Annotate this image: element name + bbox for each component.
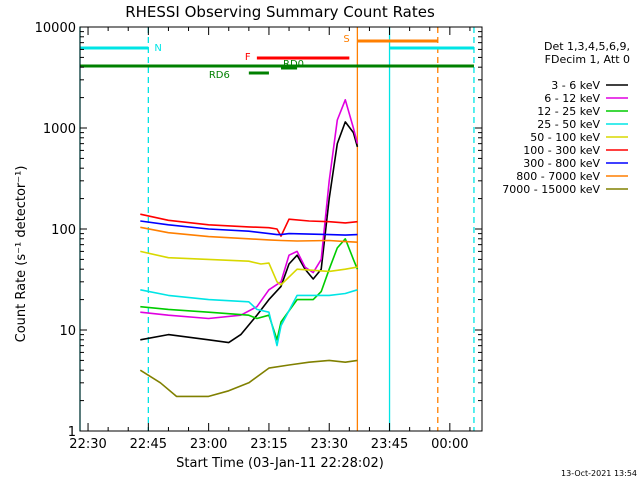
legend-label: 3 - 6 keV bbox=[551, 79, 600, 92]
x-axis-label: Start Time (03-Jan-11 22:28:02) bbox=[176, 456, 384, 471]
flag-label-f: F bbox=[245, 52, 251, 63]
legend-label: 12 - 25 keV bbox=[537, 105, 600, 118]
legend-label: 800 - 7000 keV bbox=[516, 170, 600, 183]
x-tick-label: 22:45 bbox=[130, 437, 167, 452]
flag-label-n: N bbox=[154, 43, 161, 54]
series-line-7 bbox=[140, 220, 358, 236]
legend-label: 6 - 12 keV bbox=[544, 92, 600, 105]
y-tick-label: 1 bbox=[68, 425, 76, 440]
legend-label: 7000 - 15000 keV bbox=[502, 183, 600, 196]
y-tick-label: 10 bbox=[59, 324, 76, 339]
x-tick-label: 23:15 bbox=[250, 437, 287, 452]
series-line-4 bbox=[140, 289, 358, 347]
y-tick-label: 1000 bbox=[43, 122, 76, 137]
legend-label: 100 - 300 keV bbox=[523, 144, 600, 157]
series-line-8 bbox=[140, 226, 358, 243]
x-tick-label: 22:30 bbox=[69, 437, 106, 452]
legend-label: 25 - 50 keV bbox=[537, 118, 600, 131]
chart-title: RHESSI Observing Summary Count Rates bbox=[125, 3, 435, 21]
y-tick-label: 100 bbox=[51, 223, 76, 238]
legend-label: 300 - 800 keV bbox=[523, 157, 600, 170]
series-line-5 bbox=[140, 250, 358, 286]
x-tick-label: 00:00 bbox=[431, 437, 468, 452]
series-line-2 bbox=[140, 99, 359, 320]
flag-label-rd6: RD6 bbox=[209, 70, 230, 81]
series-line-9 bbox=[139, 359, 358, 398]
x-tick-label: 23:45 bbox=[371, 437, 408, 452]
flag-label-s: S bbox=[343, 34, 349, 45]
footer-timestamp: 13-Oct-2021 13:54 bbox=[561, 469, 637, 478]
series-line-6 bbox=[140, 213, 358, 237]
x-tick-label: 23:30 bbox=[311, 437, 348, 452]
x-tick-label: 23:00 bbox=[190, 437, 227, 452]
legend-header-line-2: FDecim 1, Att 0 bbox=[545, 53, 630, 66]
legend-header-line-1: Det 1,3,4,5,6,9, bbox=[544, 40, 630, 53]
series-line-1 bbox=[140, 121, 359, 344]
legend-label: 50 - 100 keV bbox=[530, 131, 600, 144]
y-tick-label: 10000 bbox=[35, 21, 76, 36]
y-axis-label: Count Rate (s⁻¹ detector⁻¹) bbox=[14, 166, 29, 343]
